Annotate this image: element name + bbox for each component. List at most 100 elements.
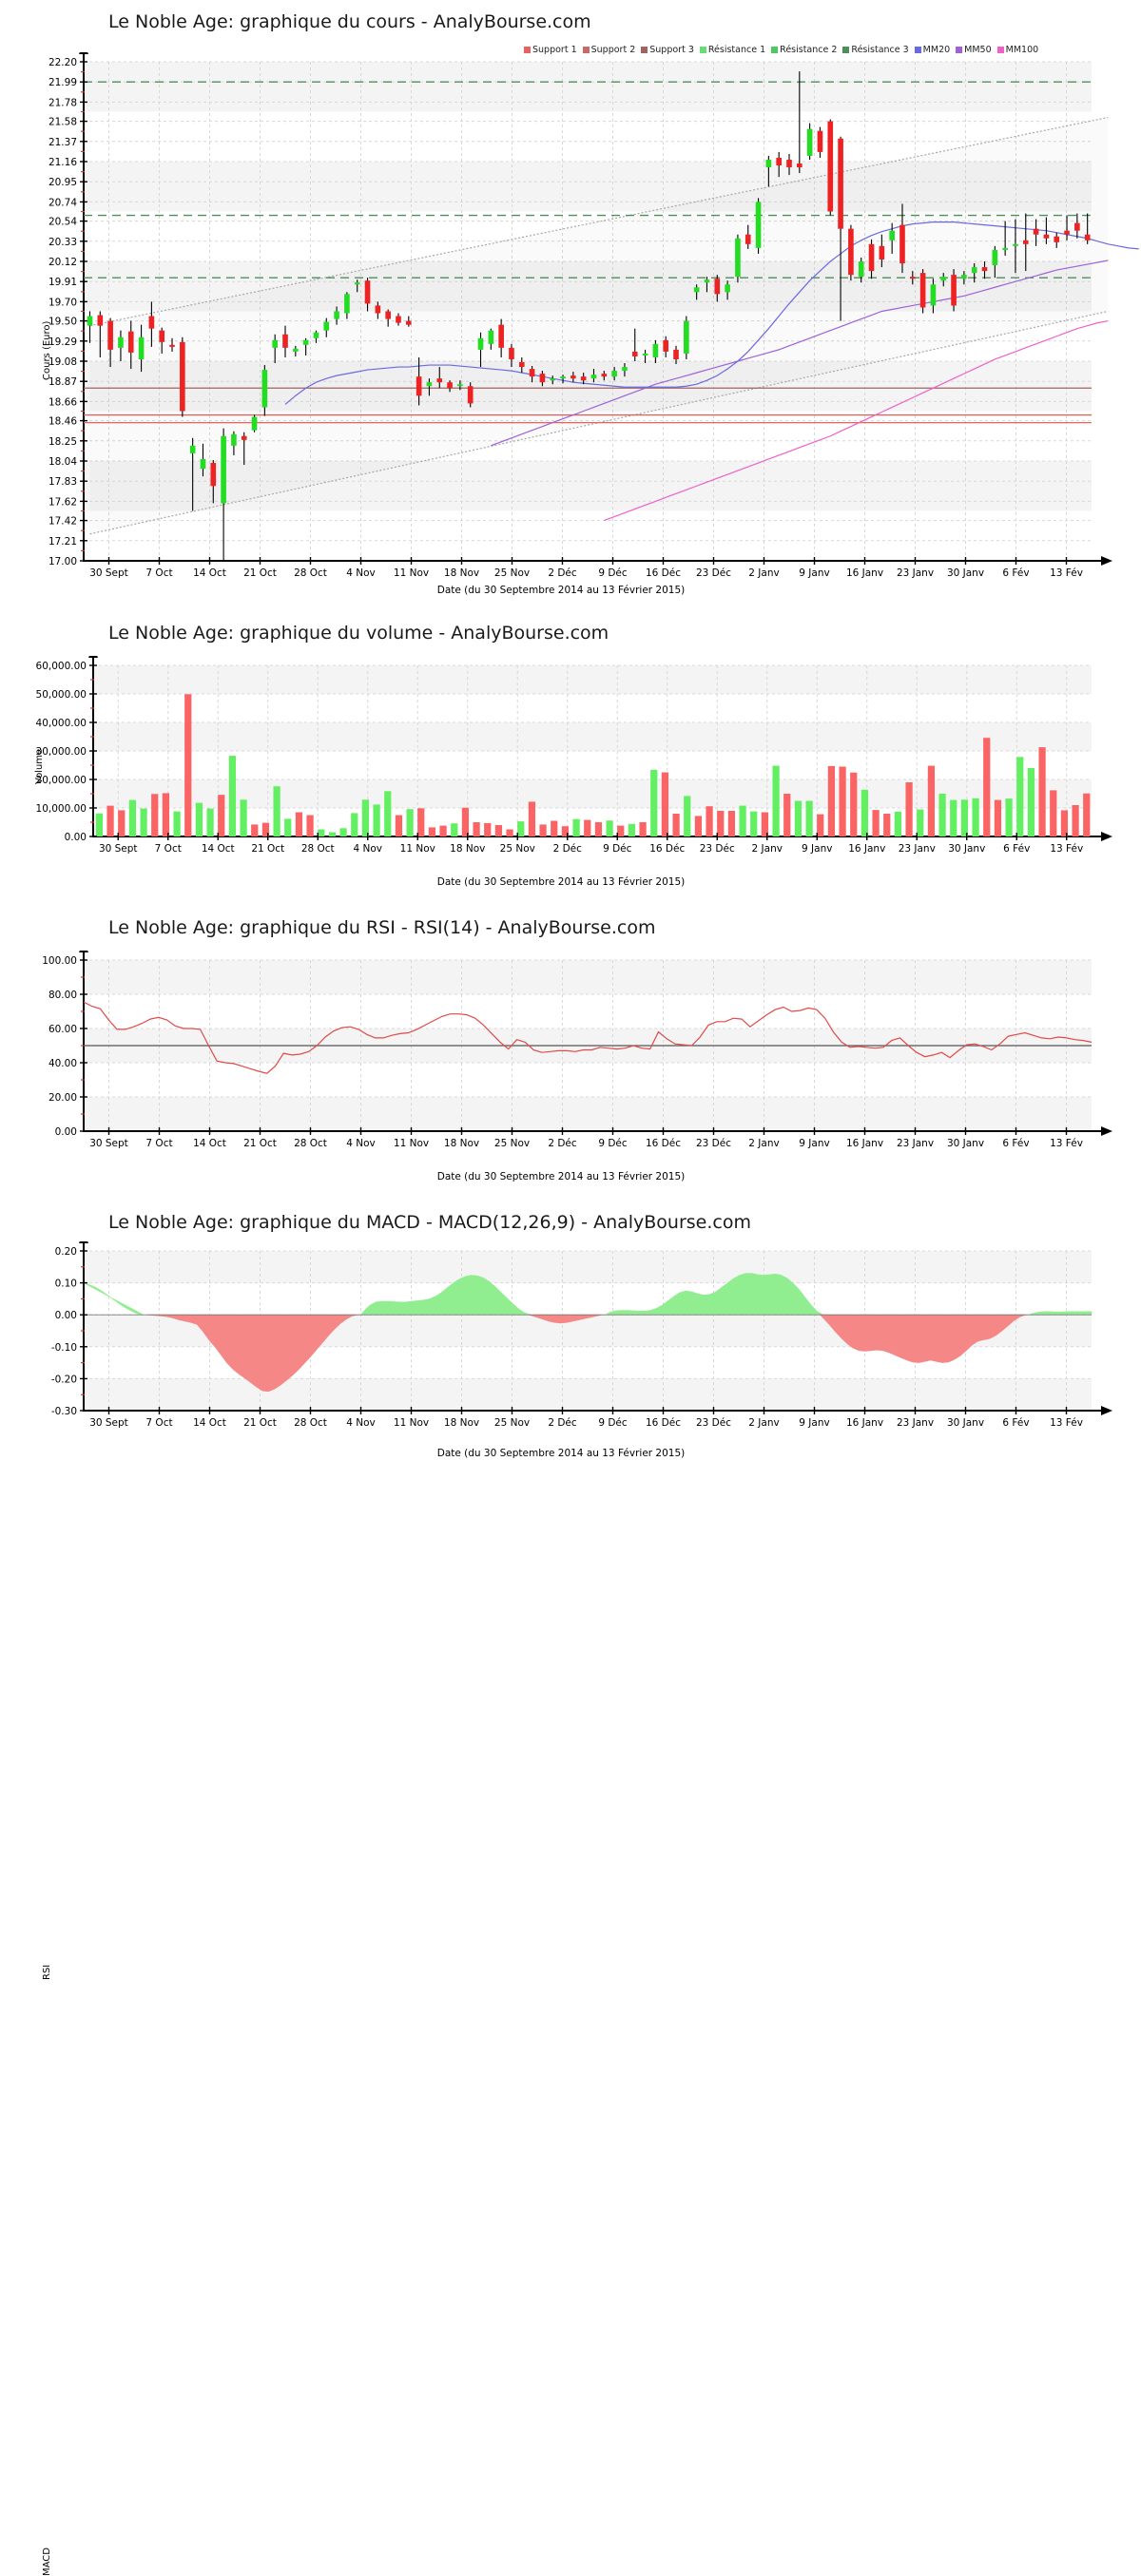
x-axis-tick-label: 16 Déc <box>646 567 681 579</box>
x-axis-tick-label: 21 Oct <box>243 1417 277 1429</box>
volume-bar <box>805 800 813 836</box>
rsi-chart-title: Le Noble Age: graphique du RSI - RSI(14)… <box>108 917 656 938</box>
candlestick <box>817 126 823 158</box>
candlestick <box>806 123 813 160</box>
legend-item-mm50[interactable]: MM50 <box>956 45 992 55</box>
x-axis-tick-label: 2 Janv <box>748 567 779 579</box>
legend-item-support-1[interactable]: Support 1 <box>524 45 577 55</box>
volume-bar <box>318 829 325 836</box>
legend-item-label: Résistance 2 <box>780 45 838 55</box>
y-axis-tick-label: 18.66 <box>48 396 77 408</box>
x-axis-tick-label: 23 Déc <box>700 843 735 855</box>
legend-item-r-sistance-3[interactable]: Résistance 3 <box>842 45 909 55</box>
x-axis-tick-label: 7 Oct <box>155 843 182 855</box>
x-axis-tick-label: 30 Janv <box>947 1138 984 1149</box>
volume-bar <box>195 802 203 836</box>
candlestick <box>385 309 391 327</box>
legend-item-support-2[interactable]: Support 2 <box>582 45 635 55</box>
volume-bar <box>361 799 370 836</box>
volume-bar <box>128 799 137 836</box>
volume-bar <box>1083 793 1091 836</box>
y-axis-tick-label: 0.10 <box>55 1278 77 1290</box>
x-axis-tick-label: 2 Janv <box>752 843 783 855</box>
y-axis-tick-label: -0.30 <box>51 1406 77 1417</box>
volume-bar <box>1050 790 1057 836</box>
y-axis-tick-label: 0.00 <box>55 1310 77 1321</box>
x-axis-tick-label: 7 Oct <box>145 567 172 579</box>
candlestick <box>200 443 206 477</box>
x-axis-tick-label: 11 Nov <box>394 1138 429 1149</box>
volume-bar <box>960 799 969 836</box>
candlestick <box>426 378 433 396</box>
volume-bar <box>994 799 1002 836</box>
legend-item-mm20[interactable]: MM20 <box>914 45 950 55</box>
candlestick <box>457 380 463 391</box>
legend-item-r-sistance-1[interactable]: Résistance 1 <box>699 45 765 55</box>
volume-bar <box>606 820 613 836</box>
volume-bar <box>917 809 924 836</box>
y-axis-tick-label: 17.00 <box>48 556 77 567</box>
volume-bar <box>927 765 936 836</box>
x-axis-tick-label: 30 Sept <box>89 567 128 579</box>
candlestick <box>673 345 679 365</box>
volume-bar <box>761 812 769 836</box>
x-axis-tick-label: 28 Oct <box>301 843 335 855</box>
y-axis-tick-label: 0.20 <box>55 1246 77 1258</box>
x-axis-tick-label: 23 Déc <box>696 1138 731 1149</box>
legend-swatch-icon <box>956 47 963 53</box>
volume-bar <box>694 816 703 836</box>
y-axis-tick-label: 17.62 <box>48 496 77 508</box>
rsi-y-axis-label: RSI <box>42 1964 52 1980</box>
volume-bar <box>539 824 547 836</box>
volume-bar <box>95 813 104 836</box>
volume-bar <box>972 798 979 836</box>
candlestick <box>622 363 628 377</box>
legend-item-label: MM50 <box>964 45 992 55</box>
candlestick <box>560 375 566 384</box>
macd-positive-area <box>360 1275 532 1316</box>
volume-bar <box>140 808 147 836</box>
macd-positive-area <box>604 1273 823 1316</box>
x-axis-tick-label: 13 Fév <box>1050 1417 1083 1429</box>
volume-bar <box>184 694 192 836</box>
candlestick <box>631 328 638 361</box>
volume-bar <box>617 825 625 836</box>
legend-item-support-3[interactable]: Support 3 <box>641 45 694 55</box>
volume-bar <box>594 822 603 836</box>
volume-bar <box>494 825 503 836</box>
volume-bar <box>473 822 480 836</box>
volume-bar <box>1016 757 1024 836</box>
y-axis-tick-label: 17.42 <box>48 516 77 528</box>
candlestick <box>951 269 957 312</box>
y-axis-tick-label: -0.20 <box>51 1374 77 1385</box>
x-axis-tick-label: 16 Déc <box>646 1138 681 1149</box>
y-axis-tick-label: -0.10 <box>51 1342 77 1354</box>
candlestick <box>405 316 412 327</box>
volume-bar <box>351 813 358 836</box>
legend-swatch-icon <box>699 47 706 53</box>
volume-bar <box>1038 747 1046 836</box>
price-chart-panel: Le Noble Age: graphique du cours - Analy… <box>0 0 1141 618</box>
candlestick <box>590 369 597 383</box>
legend-swatch-icon <box>842 47 850 53</box>
x-axis-tick-label: 14 Oct <box>193 1417 226 1429</box>
volume-bar <box>273 786 280 836</box>
candlestick <box>436 367 443 389</box>
y-axis-tick-label: 40,000.00 <box>36 718 87 729</box>
legend-item-r-sistance-2[interactable]: Résistance 2 <box>771 45 837 55</box>
candlestick <box>467 382 474 408</box>
candlestick <box>909 271 916 285</box>
volume-bar <box>451 823 458 836</box>
candlestick <box>210 459 217 504</box>
y-axis-tick-label: 19.70 <box>48 297 77 308</box>
candlestick <box>107 317 113 368</box>
y-axis-tick-label: 40.00 <box>48 1058 77 1069</box>
legend-item-mm100[interactable]: MM100 <box>996 45 1038 55</box>
volume-chart-panel: Le Noble Age: graphique du volume - Anal… <box>0 618 1141 913</box>
x-axis-tick-label: 25 Nov <box>494 567 530 579</box>
candlestick <box>786 153 792 176</box>
y-axis-tick-label: 21.99 <box>48 77 77 88</box>
candlestick <box>539 371 546 387</box>
x-axis-tick-label: 2 Déc <box>548 1138 577 1149</box>
candlestick <box>1013 219 1018 274</box>
